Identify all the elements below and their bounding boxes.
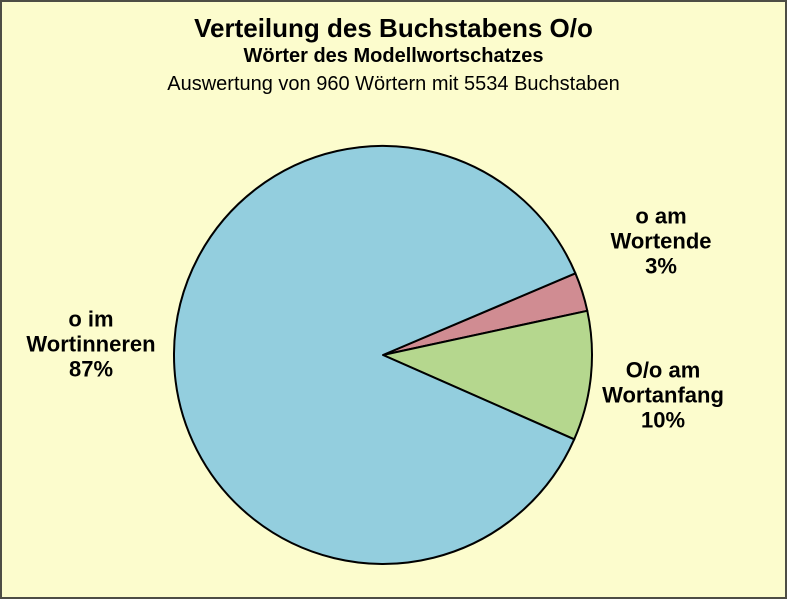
slice-label-wortanfang: O/o am Wortanfang 10% [602, 358, 724, 433]
slice-label-line: Wortende [610, 228, 712, 254]
slice-label-line: o am [635, 203, 687, 229]
pie-slice-blue [173, 144, 577, 565]
slice-label-line: Wortanfang [602, 382, 724, 408]
slice-label-wortende: o am Wortende 3% [610, 204, 711, 279]
slice-label-value: 10% [640, 407, 686, 433]
slice-label-line: O/o am [625, 357, 701, 383]
chart-note: Auswertung von 960 Wörtern mit 5534 Buch… [167, 73, 620, 95]
chart-subtitle: Wörter des Modellwortschatzes [243, 45, 544, 67]
slice-label-line: o im [68, 306, 114, 332]
chart-header: Verteilung des Buchstabens O/o Wörter de… [2, 12, 785, 101]
slice-label-value: 87% [68, 356, 114, 382]
slice-label-line: Wortinneren [26, 331, 156, 357]
pie-slice-green [382, 309, 593, 441]
slice-label-wortinneren: o im Wortinneren 87% [26, 307, 155, 382]
slice-label-value: 3% [645, 253, 677, 279]
chart-title: Verteilung des Buchstabens O/o [194, 13, 593, 43]
